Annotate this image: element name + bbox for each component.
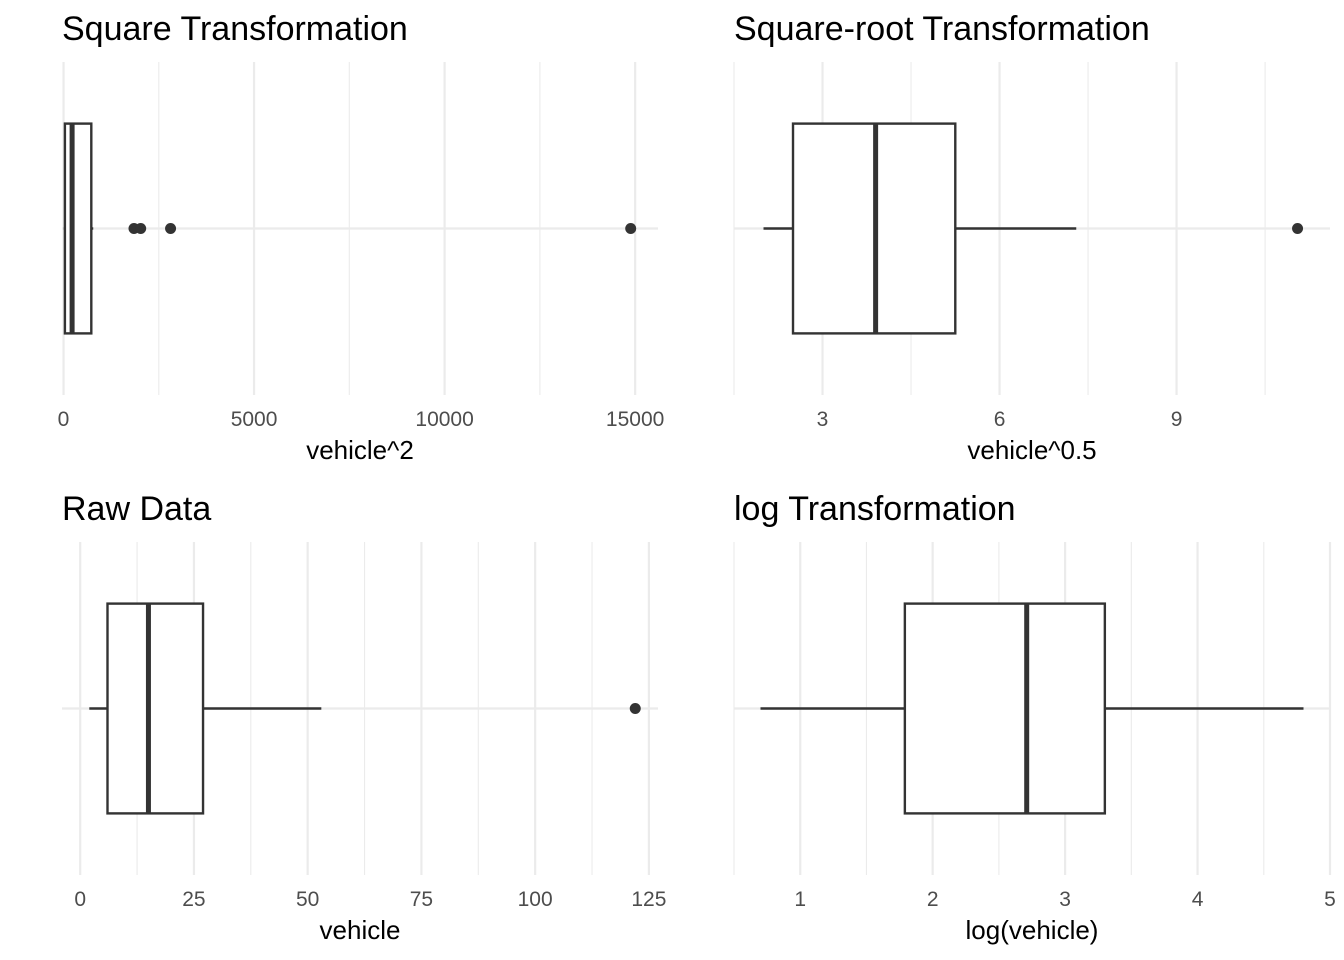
outlier-point <box>629 703 641 714</box>
box-iqr <box>903 602 1107 815</box>
x-tick-label: 50 <box>296 888 319 911</box>
x-tick-label: 1 <box>794 888 806 911</box>
panel-title: Raw Data <box>62 490 211 528</box>
x-tick-label: 15000 <box>606 408 664 431</box>
x-tick-label: 10000 <box>415 408 473 431</box>
x-axis-title: log(vehicle) <box>966 915 1099 945</box>
panel-title: log Transformation <box>734 490 1016 528</box>
outlier-point <box>165 223 177 234</box>
panel-title: Square-root Transformation <box>734 10 1150 48</box>
x-tick-label: 3 <box>817 408 829 431</box>
x-tick-label: 3 <box>1059 888 1071 911</box>
x-tick-label: 100 <box>518 888 553 911</box>
panel-1: 3 6 9 vehicle^0.5 Square-root Transformation <box>733 10 1330 465</box>
panel-title: Square Transformation <box>62 10 408 48</box>
x-axis-title: vehicle <box>320 915 401 945</box>
x-tick-label: 25 <box>182 888 205 911</box>
x-tick-label: 0 <box>74 888 86 911</box>
x-tick-label: 75 <box>410 888 433 911</box>
outlier-point <box>625 223 637 234</box>
box-iqr <box>63 122 93 335</box>
x-tick-label: 2 <box>927 888 939 911</box>
x-tick-label: 125 <box>631 888 666 911</box>
x-tick-label: 5000 <box>231 408 278 431</box>
x-axis-title: vehicle^0.5 <box>967 435 1096 465</box>
x-tick-label: 6 <box>994 408 1006 431</box>
x-tick-label: 5 <box>1324 888 1336 911</box>
x-tick-label: 9 <box>1171 408 1183 431</box>
panel-3: 1 2 3 4 5 log(vehicle) log Transformation <box>733 490 1336 945</box>
panel-2: 0 25 50 75 100 125 vehicle Raw Data <box>62 490 666 945</box>
x-tick-label: 0 <box>58 408 70 431</box>
x-tick-label: 4 <box>1192 888 1204 911</box>
outlier-point <box>135 223 147 234</box>
outlier-point <box>1292 223 1304 234</box>
box-iqr <box>106 602 205 815</box>
panel-0: 0 5000 10000 15000 vehicle^2 Square Transform… <box>58 10 665 465</box>
x-axis-title: vehicle^2 <box>306 435 414 465</box>
